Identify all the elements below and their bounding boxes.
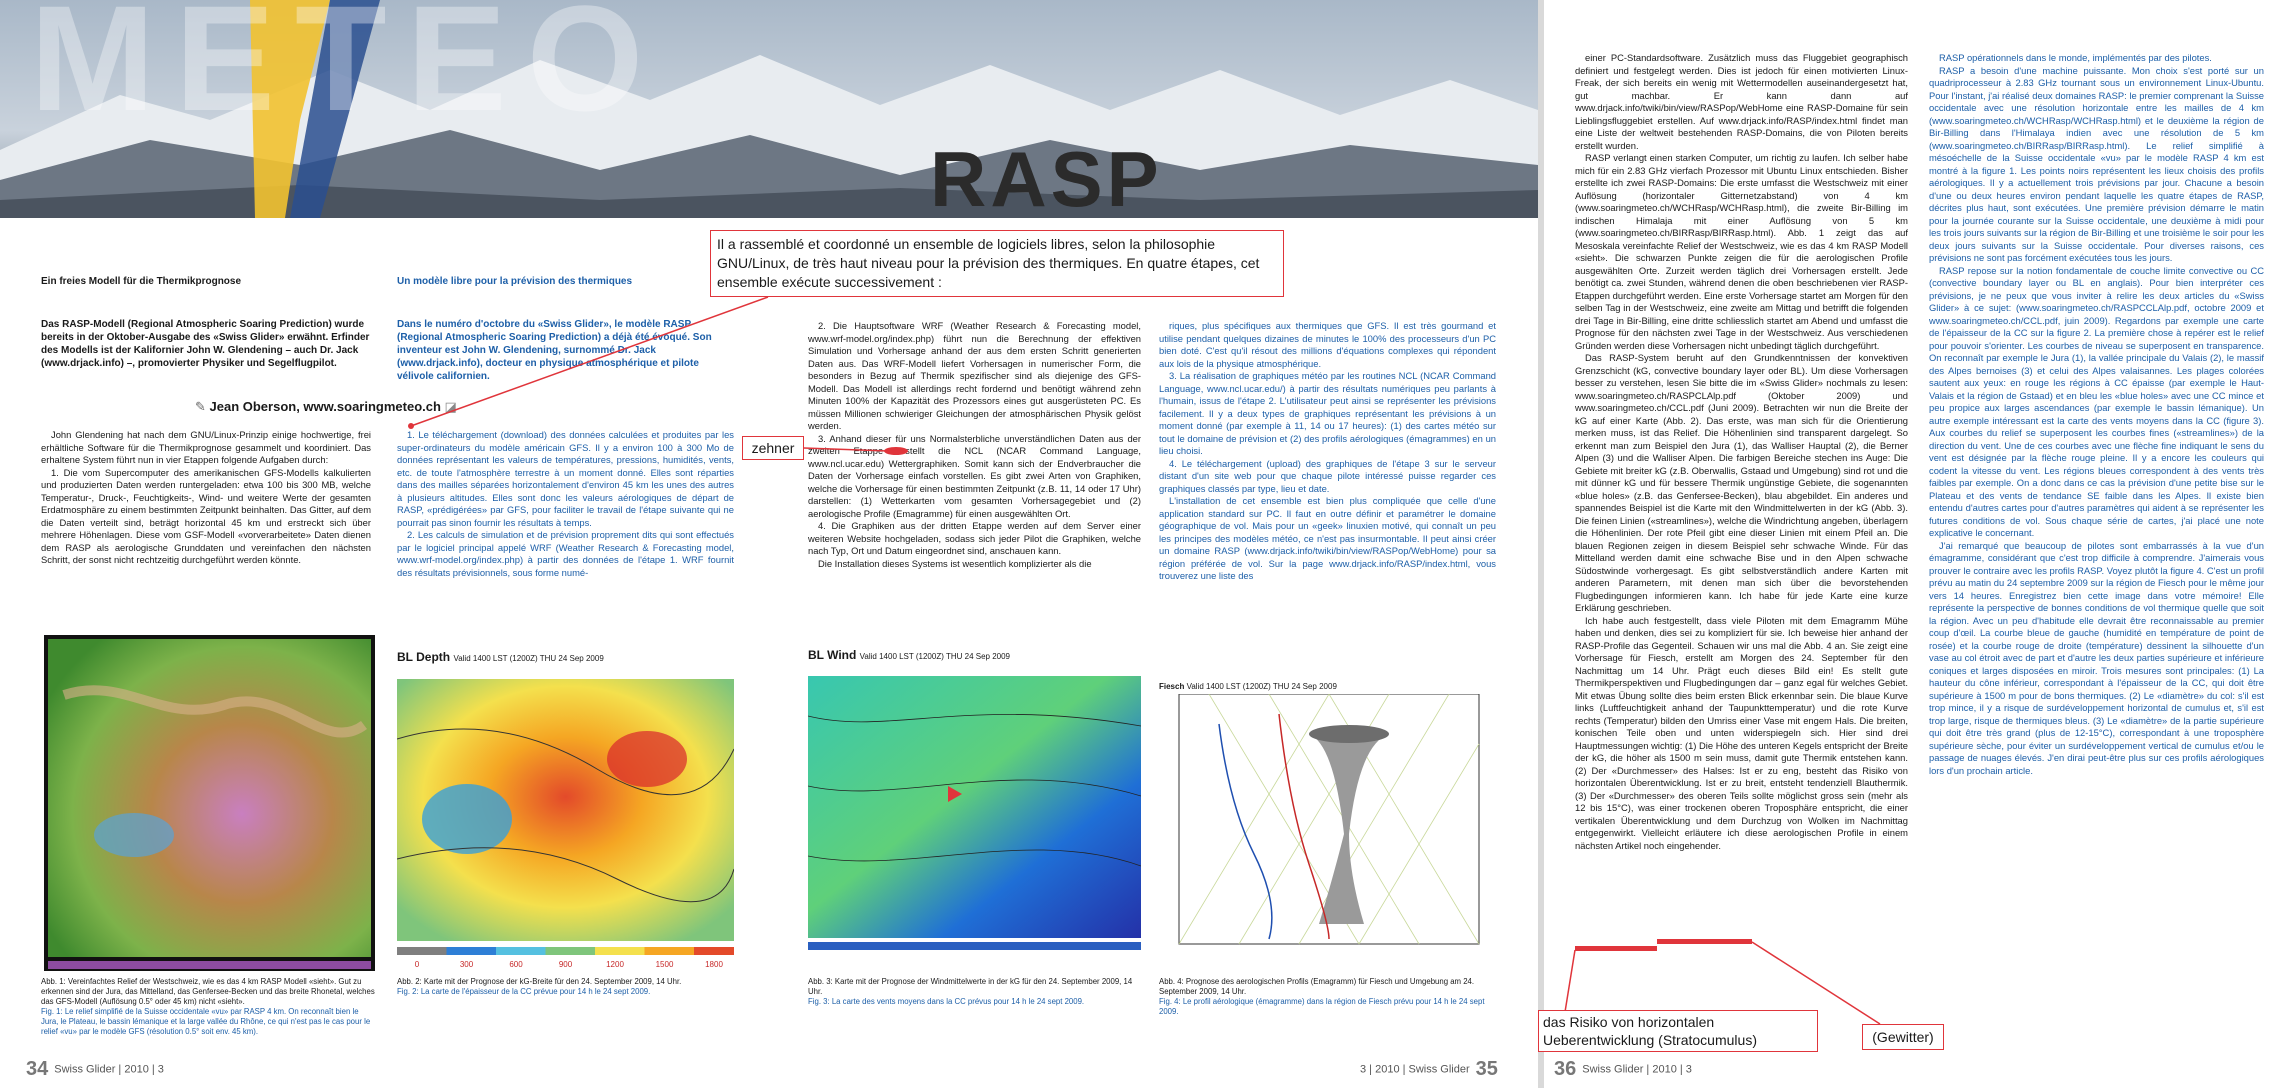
header-photo: METEO RASP	[0, 0, 1538, 218]
paragraph: 3. La réalisation de graphiques météo pa…	[1159, 370, 1496, 456]
caption: Abb. 4: Prognose des aerologischen Profi…	[1159, 977, 1496, 1017]
figure-title: Fiesch Valid 1400 LST (1200Z) THU 24 Sep…	[1159, 682, 1337, 691]
intro: Dans le numéro d'octobre du «Swiss Glide…	[397, 319, 712, 382]
legend-label: 1200	[606, 960, 624, 969]
paragraph: Ich habe auch festgestellt, dass viele P…	[1575, 614, 1908, 851]
legend-label: 1800	[705, 960, 723, 969]
legend-swatch	[446, 947, 496, 955]
figure-subtitle: Valid 1400 LST (1200Z) THU 24 Sep 2009	[1186, 682, 1337, 691]
legend-swatch	[644, 947, 694, 955]
legend-label: 900	[559, 960, 573, 969]
caption-de: Abb. 4: Prognose des aerologischen Profi…	[1159, 977, 1475, 996]
author-name: Jean Oberson, www.soaringmeteo.ch	[209, 399, 441, 414]
column: 2. Die Hauptsoftware WRF (Weather Resear…	[808, 320, 1141, 620]
paragraph: RASP verlangt einen starken Computer, um…	[1575, 152, 1908, 351]
figure-bl-depth: 0 300 600 900 1200 1500 1800	[397, 679, 734, 969]
legend-label: 0	[415, 960, 420, 969]
header-logo: RASP	[930, 135, 1163, 218]
column: 1. Le téléchargement (download) des donn…	[397, 429, 734, 616]
column: einer PC-Standardsoftware. Zusätzlich mu…	[1575, 52, 1908, 1000]
legend-swatch	[595, 947, 645, 955]
annotation-line: das Risiko von horizontalen	[1543, 1014, 1715, 1030]
paragraph: 3. Anhand dieser für uns Normalsterblich…	[808, 432, 1141, 519]
page-number: 34	[26, 1058, 49, 1080]
footer: 3 | 2010 | Swiss Glider 35	[1360, 1058, 1504, 1081]
figure-title-text: Fiesch	[1159, 682, 1185, 691]
figure-title: BL Depth Valid 1400 LST (1200Z) THU 24 S…	[397, 650, 604, 664]
paragraph: Die Installation dieses Systems ist wese…	[818, 557, 1092, 569]
legend-swatch	[397, 947, 447, 955]
footer: 36 Swiss Glider | 2010 | 3	[1548, 1058, 1692, 1081]
intro: Das RASP-Modell (Regional Atmospheric So…	[41, 319, 370, 369]
caption-de: Abb. 1: Vereinfachtes Relief der Westsch…	[41, 977, 375, 1006]
column: riques, plus spécifiques aux thermiques …	[1159, 320, 1496, 610]
legend-swatch	[496, 947, 546, 955]
legend-label: 300	[460, 960, 474, 969]
annotation: das Risiko von horizontalen Ueberentwickl…	[1538, 1010, 1818, 1052]
legend-label: 1500	[656, 960, 674, 969]
annotation: (Gewitter)	[1862, 1024, 1944, 1050]
paragraph: riques, plus spécifiques aux thermiques …	[1159, 320, 1496, 369]
legend-label: 600	[509, 960, 523, 969]
footer-label: 3 | 2010 | Swiss Glider	[1360, 1063, 1470, 1076]
caption-de: Abb. 2: Karte mit der Prognose der kG-Br…	[397, 977, 682, 986]
caption-fr: Fig. 3: La carte des vents moyens dans l…	[808, 997, 1085, 1006]
figure-title: BL Wind Valid 1400 LST (1200Z) THU 24 Se…	[808, 648, 1010, 662]
page-number: 36	[1554, 1058, 1577, 1080]
figure-title-text: BL Depth	[397, 650, 451, 664]
paragraph: RASP opérationnels dans le monde, implém…	[1939, 52, 2212, 63]
footer-label: Swiss Glider | 2010 | 3	[1582, 1063, 1692, 1076]
paragraph: 4. Le téléchargement (upload) des graphi…	[1159, 457, 1496, 494]
footer: 34 Swiss Glider | 2010 | 3	[20, 1058, 164, 1081]
caption-fr: Fig. 4: Le profil aérologique (émagramme…	[1159, 997, 1485, 1016]
author: ✎ Jean Oberson, www.soaringmeteo.ch ◪	[195, 399, 457, 414]
paragraph: Das RASP-System beruht auf den Grundkenn…	[1575, 352, 1908, 613]
caption: Abb. 1: Vereinfachtes Relief der Westsch…	[41, 977, 375, 1037]
figure-relief-map	[44, 635, 375, 971]
caption: Abb. 3: Karte mit der Prognose der Windm…	[808, 977, 1141, 1007]
figure-title-text: BL Wind	[808, 648, 857, 662]
figure-emagram	[1178, 694, 1480, 945]
column: RASP opérationnels dans le monde, implém…	[1929, 52, 2264, 970]
page-number: 35	[1475, 1058, 1498, 1080]
paragraph: J'ai remarqué que beaucoup de pilotes so…	[1929, 539, 2264, 776]
figure-subtitle: Valid 1400 LST (1200Z) THU 24 Sep 2009	[453, 654, 604, 663]
heading: Ein freies Modell für die Thermikprognos…	[41, 276, 242, 287]
annotation-line: Ueberentwicklung (Stratocumulus)	[1543, 1032, 1757, 1048]
paragraph: RASP a besoin d'une machine puissante. M…	[1929, 64, 2264, 264]
paragraph: 2. Les calculs de simulation et de prévi…	[397, 529, 734, 578]
legend-swatch	[545, 947, 595, 955]
footer-label: Swiss Glider | 2010 | 3	[54, 1063, 164, 1076]
callout: Il a rassemblé et coordonné un ensemble …	[710, 230, 1284, 297]
caption-de: Abb. 3: Karte mit der Prognose der Windm…	[808, 977, 1133, 996]
paragraph: L'installation de cet ensemble est bien …	[1159, 495, 1496, 581]
paragraph: 1. Die vom Supercomputer des amerikanisc…	[41, 466, 371, 566]
paragraph: einer PC-Standardsoftware. Zusätzlich mu…	[1575, 52, 1908, 151]
annotation: zehner	[742, 436, 804, 460]
caption: Abb. 2: Karte mit der Prognose der kG-Br…	[397, 977, 734, 997]
paragraph: 1. Le téléchargement (download) des donn…	[397, 429, 734, 528]
paragraph: John Glendening hat nach dem GNU/Linux-P…	[41, 429, 371, 465]
legend-swatch	[694, 947, 734, 955]
caption-fr: Fig. 2: La carte de l'épaisseur de la CC…	[397, 987, 651, 996]
caption-fr: Fig. 1: Le relief simplifié de la Suisse…	[41, 1007, 371, 1036]
figure-subtitle: Valid 1400 LST (1200Z) THU 24 Sep 2009	[859, 652, 1010, 661]
header-watermark: METEO	[30, 0, 663, 142]
figure-bl-wind	[808, 676, 1141, 950]
column: John Glendening hat nach dem GNU/Linux-P…	[41, 429, 371, 616]
gutter	[1538, 0, 1544, 1088]
heading: Un modèle libre pour la prévision des th…	[397, 276, 633, 287]
paragraph: RASP repose sur la notion fondamentale d…	[1929, 264, 2264, 539]
paragraph: 2. Die Hauptsoftware WRF (Weather Resear…	[808, 320, 1141, 431]
paragraph: 4. Die Graphiken aus der dritten Etappe …	[808, 520, 1141, 556]
